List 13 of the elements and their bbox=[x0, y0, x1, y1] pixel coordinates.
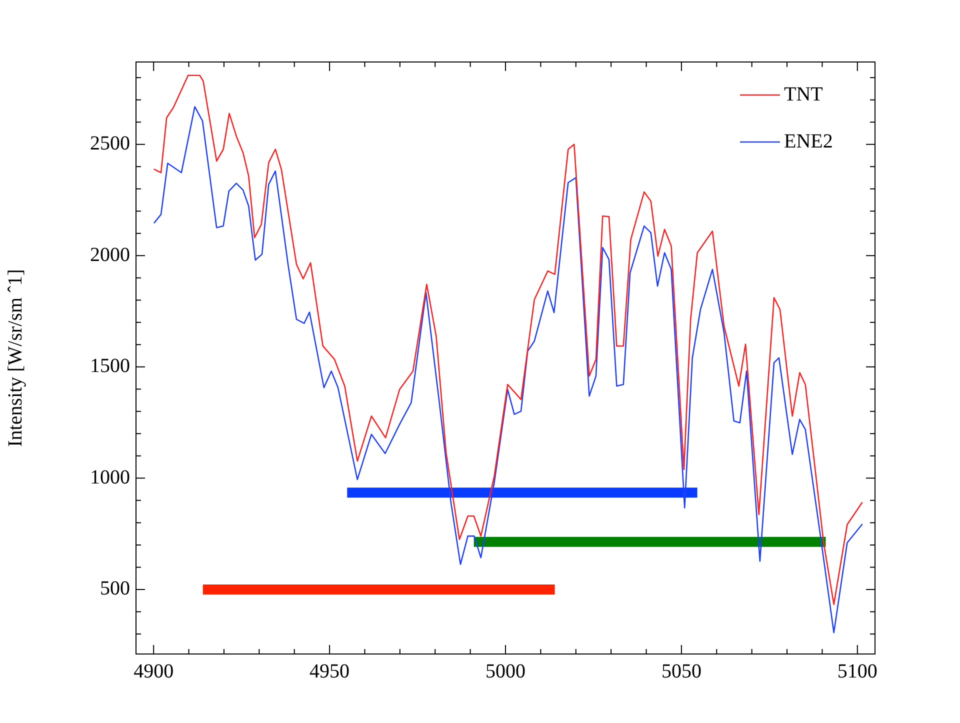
y-axis-title: Intensity [W/sr/sm ˆ1] bbox=[4, 269, 26, 447]
legend-label: TNT bbox=[784, 83, 823, 106]
x-tick-label: 4900 bbox=[134, 660, 174, 682]
y-tick-label: 500 bbox=[100, 578, 130, 600]
legend-label: ENE2 bbox=[784, 130, 833, 152]
y-tick-label: 1000 bbox=[90, 466, 130, 488]
y-tick-label: 2000 bbox=[90, 244, 130, 266]
y-tick-label: 2500 bbox=[90, 132, 130, 155]
x-tick-label: 4950 bbox=[310, 660, 350, 682]
y-tick-label: 1500 bbox=[90, 355, 130, 378]
x-tick-label: 5050 bbox=[661, 660, 702, 682]
x-tick-label: 5000 bbox=[486, 660, 526, 682]
x-tick-label: 5100 bbox=[837, 660, 878, 682]
